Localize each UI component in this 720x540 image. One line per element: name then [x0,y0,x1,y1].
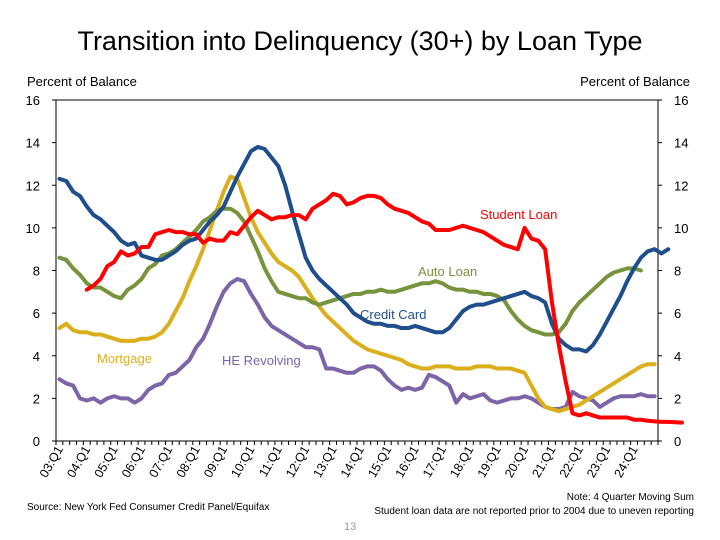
y-tick-label-left: 16 [26,93,40,108]
footnote-line-2: Student loan data are not reported prior… [374,506,694,517]
y-tick-label-left: 14 [26,136,40,151]
y-tick-label-right: 14 [674,136,688,151]
series-line-credit-card [57,144,671,354]
x-tick-label: 13:Q1 [310,443,339,480]
x-tick-label: 11:Q1 [256,443,285,479]
y-tick-label-right: 10 [674,221,688,236]
y-tick-label-right: 2 [674,391,681,406]
x-tick-label: 12:Q1 [283,443,312,480]
page-title: Transition into Delinquency (30+) by Loa… [77,26,643,56]
y-axis-label-right: Percent of Balance [580,74,690,89]
x-tick-label: 03:Q1 [37,443,66,480]
series-line-mortgage [57,174,657,414]
y-tick-label-left: 6 [33,306,40,321]
series-line-student-loan [84,191,684,425]
source-note: Source: New York Fed Consumer Credit Pan… [27,502,270,513]
y-tick-label-right: 0 [674,434,681,449]
series-label-student-loan: Student Loan [480,207,557,222]
x-tick-label: 16:Q1 [393,443,422,480]
x-tick-label: 08:Q1 [174,443,203,480]
y-tick-label-left: 2 [33,391,40,406]
y-tick-label-right: 12 [674,178,688,193]
x-tick-label: 04:Q1 [64,443,93,480]
x-tick-label: 15:Q1 [365,443,394,480]
x-tick-label: 19:Q1 [475,443,504,480]
series-line-auto-loan [57,206,643,337]
y-tick-label-right: 4 [674,349,681,364]
series-label-he-revolving: HE Revolving [222,353,301,368]
x-tick-label: 05:Q1 [92,443,121,480]
y-tick-label-left: 10 [26,221,40,236]
y-tick-label-left: 4 [33,349,40,364]
x-tick-label: 23:Q1 [584,443,613,480]
x-tick-label: 21:Q1 [529,443,558,480]
x-tick-label: 10:Q1 [228,443,257,480]
x-tick-label: 14:Q1 [338,443,367,480]
x-tick-label: 17:Q1 [420,443,449,480]
y-tick-label-left: 12 [26,178,40,193]
y-tick-label-left: 0 [33,434,40,449]
x-tick-label: 06:Q1 [119,443,148,480]
footnote-line-1: Note: 4 Quarter Moving Sum [566,492,694,503]
y-tick-label-right: 6 [674,306,681,321]
x-tick-label: 24:Q1 [611,443,640,480]
series-label-auto-loan: Auto Loan [418,264,477,279]
x-tick-label: 22:Q1 [557,443,586,480]
series-label-credit-card: Credit Card [360,307,426,322]
x-tick-label: 18:Q1 [447,443,476,480]
y-tick-label-right: 8 [674,264,681,279]
x-tick-label: 07:Q1 [146,443,175,480]
y-axis-label-left: Percent of Balance [27,74,137,89]
x-tick-label: 20:Q1 [502,443,531,480]
page-number: 13 [344,521,357,533]
y-tick-label-left: 8 [33,264,40,279]
y-tick-label-right: 16 [674,93,688,108]
x-tick-label: 09:Q1 [201,443,230,480]
footnote: Note: 4 Quarter Moving Sum Student loan … [374,491,694,519]
series-label-mortgage: Mortgage [97,351,152,366]
